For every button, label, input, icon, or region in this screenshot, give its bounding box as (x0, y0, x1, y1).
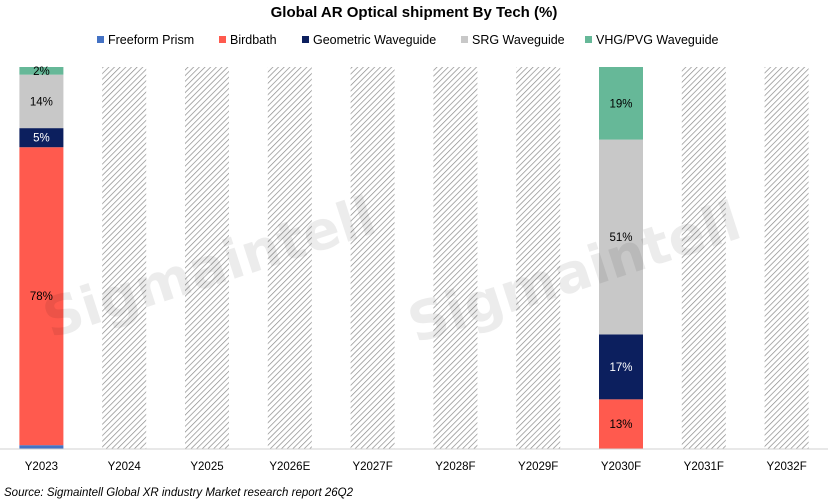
hatched-bar-Y2024 (102, 67, 147, 449)
x-tick-Y2027F: Y2027F (352, 461, 392, 473)
data-label-Y2023-3: 14% (30, 96, 53, 108)
x-tick-Y2029F: Y2029F (518, 461, 558, 473)
data-label-Y2030F-2: 17% (609, 362, 632, 374)
bar-segment-Y2023-3 (19, 74, 64, 129)
x-tick-Y2026E: Y2026E (269, 461, 310, 473)
hatched-bar-Y2032F (764, 67, 809, 449)
x-tick-Y2023: Y2023 (25, 461, 58, 473)
legend: Freeform Prism Birdbath Geometric Waveguid… (97, 33, 719, 47)
x-tick-Y2031F: Y2031F (684, 461, 724, 473)
bar-segment-Y2030F-2 (599, 334, 643, 400)
x-axis-ticks: Y2023 Y2024 Y2025 Y2026E Y2027F Y2028F Y2029F Y… (25, 461, 807, 473)
hatched-bars (102, 67, 809, 449)
bar-segment-Y2023-4 (19, 67, 64, 75)
bar-segment-Y2030F-3 (599, 139, 643, 335)
legend-label-1: Birdbath (230, 33, 277, 47)
hatched-bar-Y2029F (516, 67, 561, 449)
legend-label-3: SRG Waveguide (472, 33, 565, 47)
legend-swatch-2 (302, 36, 309, 43)
x-tick-Y2025: Y2025 (190, 461, 223, 473)
bars: 78% 5% 14% 2% 13% 17% 51% 19% (19, 66, 643, 449)
legend-swatch-1 (219, 36, 226, 43)
data-label-Y2023-1: 78% (30, 291, 53, 303)
legend-label-4: VHG/PVG Waveguide (596, 33, 719, 47)
hatched-bar-Y2031F (681, 67, 726, 449)
bar-segment-Y2023-2 (19, 128, 64, 148)
legend-swatch-0 (97, 36, 104, 43)
hatched-bar-Y2027F (350, 67, 395, 449)
hatched-bar-Y2025 (185, 67, 229, 449)
x-tick-Y2032F: Y2032F (766, 461, 806, 473)
legend-label-2: Geometric Waveguide (313, 33, 436, 47)
bar-segment-Y2023-0 (19, 445, 64, 449)
legend-label-0: Freeform Prism (108, 33, 194, 47)
hatched-bar-Y2026E (267, 67, 312, 449)
legend-swatch-4 (585, 36, 592, 43)
source-note: Source: Sigmaintell Global XR industry M… (4, 487, 354, 499)
bar-segment-Y2023-1 (19, 147, 64, 446)
data-label-Y2030F-1: 13% (609, 419, 632, 431)
x-tick-Y2028F: Y2028F (435, 461, 475, 473)
data-label-Y2030F-3: 51% (609, 232, 632, 244)
bar-segment-Y2030F-1 (599, 399, 643, 449)
data-label-Y2030F-4: 19% (609, 98, 632, 110)
chart-title: Global AR Optical shipment By Tech (%) (271, 4, 558, 21)
legend-swatch-3 (461, 36, 468, 43)
x-tick-Y2024: Y2024 (108, 461, 142, 473)
bar-segment-Y2030F-4 (599, 67, 643, 140)
hatched-bar-Y2028F (433, 67, 478, 449)
x-tick-Y2030F: Y2030F (601, 461, 641, 473)
data-label-Y2023-4: 2% (33, 66, 50, 78)
data-label-Y2023-2: 5% (33, 133, 50, 145)
